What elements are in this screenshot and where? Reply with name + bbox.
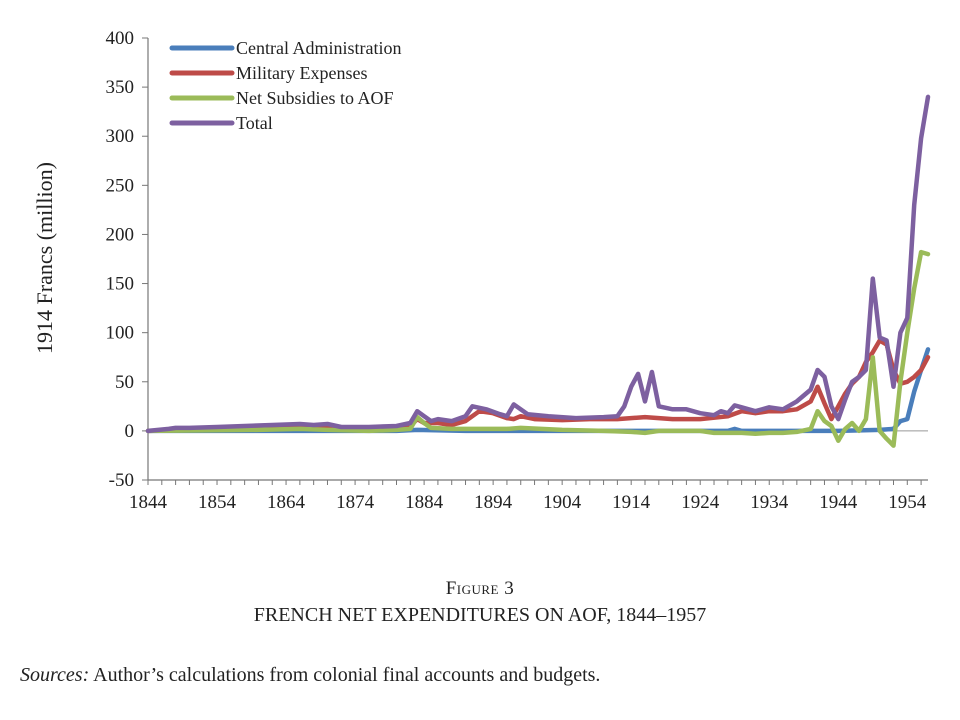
y-tick-label: 50: [115, 372, 134, 393]
y-tick-label: 100: [106, 323, 135, 344]
y-tick-label: 0: [125, 421, 135, 442]
x-tick-label: 1874: [336, 492, 375, 513]
x-tick-label: 1954: [888, 492, 927, 513]
x-tick-label: 1914: [612, 492, 651, 513]
series-lines: [145, 94, 931, 448]
legend-label: Net Subsidies to AOF: [236, 88, 394, 108]
legend-label: Military Expenses: [236, 63, 367, 83]
series-line-2: [145, 249, 931, 448]
axis-ticks: -50 0 50 100 150 200 250 300 350 400 1844 1854 1864 1…: [106, 28, 927, 513]
y-tick-label: 300: [106, 126, 135, 147]
sources-note: Sources: Author’s calculations from colo…: [20, 664, 600, 687]
y-tick-label: 350: [106, 77, 135, 98]
figure-label: Figure 3: [445, 578, 515, 599]
x-tick-label: 1904: [543, 492, 582, 513]
y-tick-label: 150: [106, 274, 135, 295]
figure-title: FRENCH NET EXPENDITURES ON AOF, 1844–195…: [253, 604, 707, 626]
y-axis-label: 1914 Francs (million): [32, 162, 57, 354]
x-tick-label: 1884: [405, 492, 444, 513]
x-tick-label: 1944: [819, 492, 858, 513]
legend: Central Administration Military Expenses N…: [169, 38, 401, 133]
sources-label: Sources:: [20, 664, 90, 686]
y-tick-label: 250: [106, 175, 135, 196]
sources-text: Author’s calculations from colonial fina…: [93, 664, 601, 686]
y-tick-label: -50: [109, 470, 134, 491]
line-chart: -50 0 50 100 150 200 250 300 350 400 1844 1854 1864 1…: [32, 28, 931, 513]
x-tick-label: 1894: [474, 492, 513, 513]
x-tick-label: 1924: [681, 492, 720, 513]
legend-label: Total: [236, 113, 273, 133]
series-line-3: [145, 94, 931, 434]
legend-label: Central Administration: [236, 38, 401, 58]
x-tick-label: 1864: [267, 492, 306, 513]
x-tick-label: 1934: [750, 492, 789, 513]
x-tick-label: 1854: [198, 492, 237, 513]
x-tick-label: 1844: [129, 492, 168, 513]
y-tick-label: 400: [106, 28, 135, 49]
y-tick-label: 200: [106, 224, 135, 245]
